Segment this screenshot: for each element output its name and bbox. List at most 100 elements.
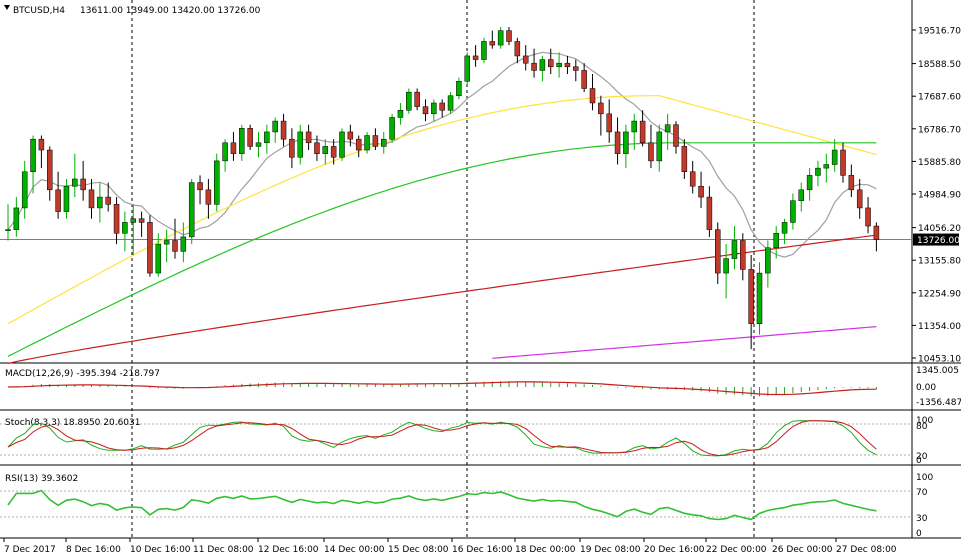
candle-body bbox=[539, 59, 546, 71]
time-axis-label: 8 Dec 16:00 bbox=[66, 545, 121, 555]
candle-body bbox=[740, 240, 746, 270]
candle-body bbox=[506, 30, 512, 42]
candle-body bbox=[706, 196, 713, 230]
price-scale-label: 14056.20 bbox=[918, 224, 961, 234]
candle-body bbox=[698, 185, 704, 198]
price-scale: 19516.70 18588.50 17687.60 16786.70 15885.80… bbox=[912, 27, 961, 365]
candle-body bbox=[631, 120, 637, 133]
rsi-scale-100: 100 bbox=[916, 473, 933, 483]
candle-body bbox=[573, 66, 579, 71]
candle-body bbox=[414, 91, 420, 107]
candle-body bbox=[163, 240, 170, 245]
time-axis-label: 15 Dec 08:00 bbox=[388, 545, 449, 555]
candle-body bbox=[865, 207, 871, 227]
candle-body bbox=[339, 131, 345, 158]
candle-body bbox=[230, 142, 237, 154]
time-axis-label: 26 Dec 00:00 bbox=[772, 545, 833, 555]
ma-gray-line bbox=[7, 51, 877, 258]
time-axis-label: 19 Dec 08:00 bbox=[580, 545, 641, 555]
candle-body bbox=[105, 196, 111, 205]
candle-body bbox=[464, 55, 470, 82]
candle-body bbox=[389, 117, 395, 140]
candle-body bbox=[355, 138, 362, 151]
moving-averages bbox=[7, 51, 877, 365]
rsi-label: RSI(13) 39.3602 bbox=[5, 474, 78, 484]
macd-scale-zero: 0.00 bbox=[916, 383, 936, 393]
candle-body bbox=[656, 131, 663, 162]
candle-body bbox=[664, 124, 671, 133]
candle-body bbox=[214, 160, 220, 205]
candle-body bbox=[472, 55, 479, 60]
rsi-scale-70: 70 bbox=[916, 488, 928, 498]
candle-body bbox=[756, 272, 763, 324]
candle-body bbox=[88, 189, 95, 209]
candle-body bbox=[581, 70, 587, 89]
candle-body bbox=[689, 171, 696, 187]
ohlc-readout: 13611.00 13949.00 13420.00 13726.00 bbox=[80, 6, 261, 16]
candle-body bbox=[522, 55, 529, 64]
candle-body bbox=[205, 189, 212, 205]
candle-body bbox=[397, 109, 404, 118]
candle-body bbox=[681, 146, 688, 172]
price-scale-label: 13155.80 bbox=[918, 257, 961, 267]
current-price-value: 13726.00 bbox=[917, 236, 960, 246]
candle-body bbox=[648, 142, 654, 162]
time-axis-label: 11 Dec 08:00 bbox=[193, 545, 254, 555]
candle-body bbox=[431, 102, 437, 115]
candle-body bbox=[856, 189, 863, 209]
candle-body bbox=[172, 240, 178, 252]
time-axis: 7 Dec 2017 8 Dec 16:00 10 Dec 16:00 11 Dec … bbox=[3, 538, 897, 555]
candle-body bbox=[598, 102, 604, 115]
candle-body bbox=[481, 41, 487, 60]
candle-body bbox=[239, 128, 245, 154]
stoch-scale-80: 80 bbox=[916, 422, 928, 432]
collapse-arrow-icon[interactable] bbox=[4, 5, 10, 10]
candle-body bbox=[155, 243, 162, 274]
candle-body bbox=[823, 164, 830, 169]
candle-body bbox=[831, 149, 838, 165]
candle-body bbox=[280, 120, 287, 140]
candle-body bbox=[97, 196, 103, 209]
candle-body bbox=[314, 142, 320, 154]
price-scale-label: 17687.60 bbox=[918, 93, 961, 103]
candle-body bbox=[873, 225, 880, 240]
candle-body bbox=[13, 207, 20, 230]
candle-body bbox=[456, 81, 462, 96]
candle-body bbox=[514, 41, 521, 57]
candle-body bbox=[147, 222, 153, 274]
candle-body bbox=[197, 182, 203, 191]
candle-body bbox=[439, 102, 445, 111]
candle-body bbox=[790, 200, 796, 223]
candle-body bbox=[264, 131, 270, 144]
price-scale-label: 11354.00 bbox=[918, 322, 961, 332]
time-axis-label: 7 Dec 2017 bbox=[4, 545, 56, 555]
candle-body bbox=[556, 62, 562, 68]
candle-body bbox=[715, 229, 721, 274]
price-scale-label: 10453.10 bbox=[918, 355, 961, 365]
time-axis-label: 18 Dec 00:00 bbox=[515, 545, 576, 555]
candle-body bbox=[372, 135, 379, 147]
price-scale-label: 12254.90 bbox=[918, 289, 961, 299]
candle-body bbox=[589, 88, 596, 104]
candle-body bbox=[381, 138, 387, 147]
candle-body bbox=[188, 182, 195, 238]
candle-body bbox=[848, 175, 855, 191]
current-price-tag bbox=[913, 233, 959, 246]
rsi-scale-30: 30 bbox=[916, 514, 928, 524]
candle-body bbox=[138, 218, 145, 223]
candle-body bbox=[180, 236, 187, 252]
candle-body bbox=[614, 131, 621, 154]
candle-body bbox=[38, 138, 45, 151]
candle-body bbox=[5, 229, 11, 231]
time-axis-label: 27 Dec 08:00 bbox=[836, 545, 897, 555]
main-pane[interactable] bbox=[0, 0, 912, 362]
candles-group bbox=[5, 26, 880, 350]
candle-body bbox=[222, 142, 228, 162]
stoch-signal-line bbox=[7, 420, 877, 457]
candle-body bbox=[840, 149, 846, 176]
candle-body bbox=[30, 138, 36, 172]
stoch-main-line bbox=[7, 420, 877, 457]
candle-body bbox=[272, 120, 278, 133]
stoch-scale-20: 20 bbox=[916, 452, 928, 462]
